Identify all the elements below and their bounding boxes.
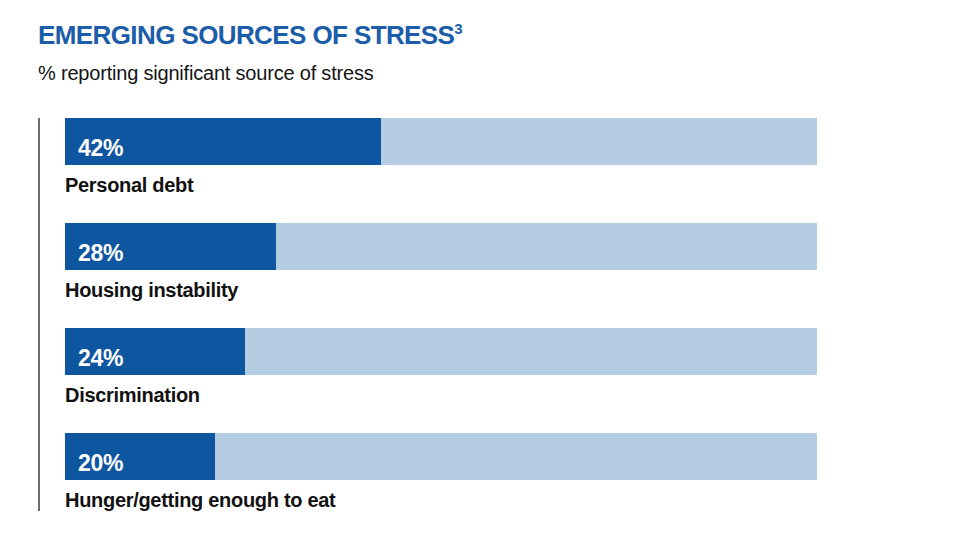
y-axis-line [38,118,40,511]
bar-track: 42% [65,118,817,165]
bar-category-label: Personal debt [65,174,817,197]
chart-page: EMERGING SOURCES OF STRESS3 % reporting … [0,0,980,535]
bar-track: 24% [65,328,817,375]
bar-chart: 42% Personal debt 28% Housing instabilit… [65,118,817,512]
chart-title: EMERGING SOURCES OF STRESS3 [38,20,462,51]
bar-track: 20% [65,433,817,480]
bar-category-label: Housing instability [65,279,817,302]
bar-fill: 20% [65,433,215,480]
bar-row: 28% Housing instability [65,223,817,328]
bar-row: 24% Discrimination [65,328,817,433]
bar-fill: 42% [65,118,381,165]
bar-fill: 24% [65,328,245,375]
bar-category-label: Hunger/getting enough to eat [65,489,817,512]
bar-value-label: 28% [65,240,123,270]
footnote-marker: 3 [454,20,462,37]
bar-category-label: Discrimination [65,384,817,407]
chart-title-text: EMERGING SOURCES OF STRESS [38,20,454,50]
bar-row: 42% Personal debt [65,118,817,223]
bar-value-label: 42% [65,135,123,165]
bar-row: 20% Hunger/getting enough to eat [65,433,817,512]
bar-fill: 28% [65,223,276,270]
bar-value-label: 24% [65,345,123,375]
bar-value-label: 20% [65,450,123,480]
chart-subtitle: % reporting significant source of stress [38,62,374,85]
bar-track: 28% [65,223,817,270]
